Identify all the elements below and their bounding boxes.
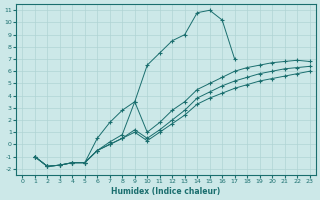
X-axis label: Humidex (Indice chaleur): Humidex (Indice chaleur) bbox=[111, 187, 220, 196]
